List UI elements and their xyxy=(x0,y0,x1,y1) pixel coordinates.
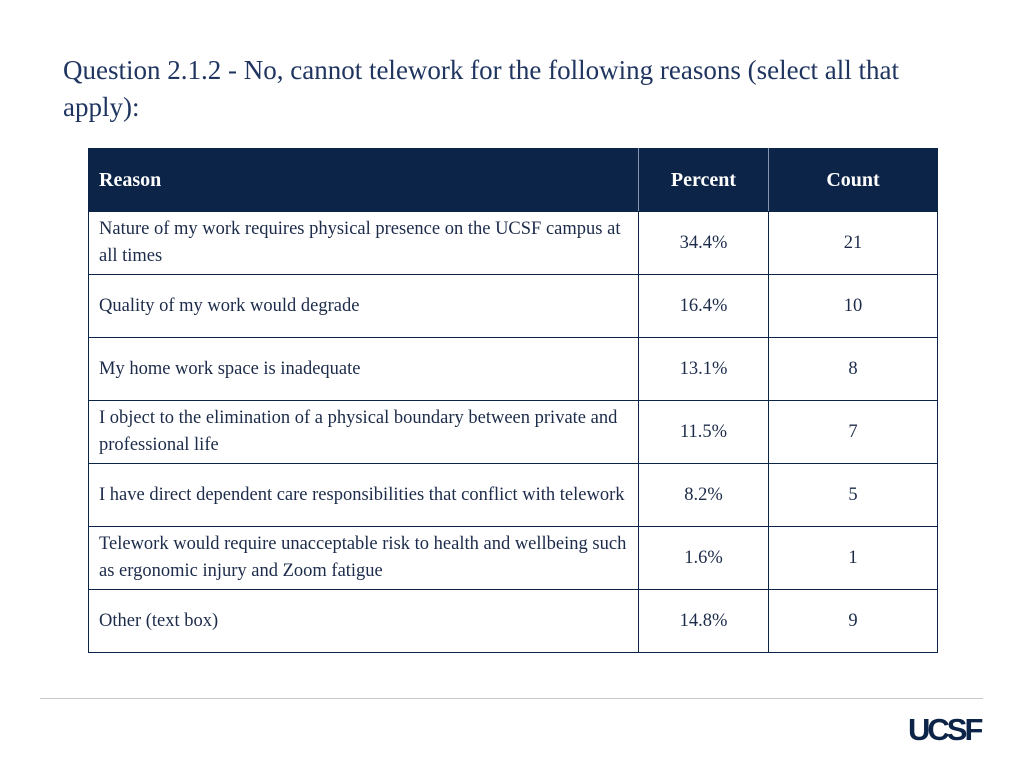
table-row: I object to the elimination of a physica… xyxy=(88,400,938,464)
table-body: Nature of my work requires physical pres… xyxy=(88,211,938,653)
table-row: Nature of my work requires physical pres… xyxy=(88,211,938,275)
reason-cell: Nature of my work requires physical pres… xyxy=(88,211,639,275)
table-row: Telework would require unacceptable risk… xyxy=(88,526,938,590)
table-row: My home work space is inadequate 13.1% 8 xyxy=(88,337,938,401)
count-cell: 9 xyxy=(768,589,938,653)
count-cell: 8 xyxy=(768,337,938,401)
reason-cell: Telework would require unacceptable risk… xyxy=(88,526,639,590)
footer-rule xyxy=(40,698,983,699)
count-cell: 10 xyxy=(768,274,938,338)
percent-cell: 13.1% xyxy=(638,337,769,401)
column-header: Count xyxy=(768,148,938,212)
table-row: I have direct dependent care responsibil… xyxy=(88,463,938,527)
table-row: Quality of my work would degrade 16.4% 10 xyxy=(88,274,938,338)
reason-cell: I have direct dependent care responsibil… xyxy=(88,463,639,527)
percent-cell: 8.2% xyxy=(638,463,769,527)
percent-cell: 14.8% xyxy=(638,589,769,653)
reason-cell: Other (text box) xyxy=(88,589,639,653)
percent-cell: 34.4% xyxy=(638,211,769,275)
data-table: Reason Percent Count Nature of my work req… xyxy=(88,148,938,653)
reason-cell: My home work space is inadequate xyxy=(88,337,639,401)
count-cell: 7 xyxy=(768,400,938,464)
slide-title: Question 2.1.2 - No, cannot telework for… xyxy=(63,55,900,122)
logo: UCSF xyxy=(908,712,983,747)
count-cell: 5 xyxy=(768,463,938,527)
percent-cell: 16.4% xyxy=(638,274,769,338)
count-cell: 1 xyxy=(768,526,938,590)
column-header: Reason xyxy=(88,148,639,212)
percent-cell: 11.5% xyxy=(638,400,769,464)
header-row: Reason Percent Count xyxy=(88,148,938,212)
table-row: Other (text box) 14.8% 9 xyxy=(88,589,938,653)
count-cell: 21 xyxy=(768,211,938,275)
reason-cell: Quality of my work would degrade xyxy=(88,274,639,338)
column-header: Percent xyxy=(638,148,769,212)
reason-cell: I object to the elimination of a physica… xyxy=(88,400,639,464)
percent-cell: 1.6% xyxy=(638,526,769,590)
